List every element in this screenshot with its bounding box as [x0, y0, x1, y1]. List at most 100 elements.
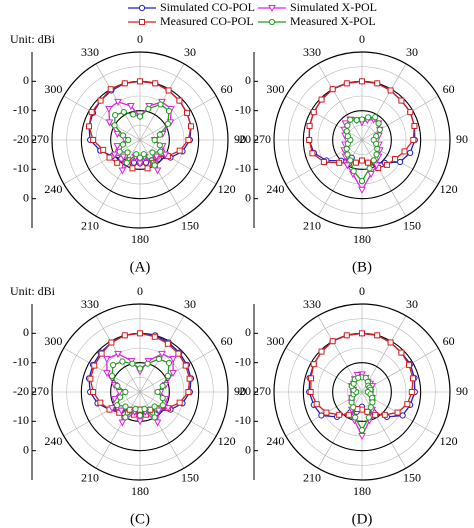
angle-label: 330 [303, 45, 321, 59]
data-point [108, 405, 116, 413]
data-point [129, 165, 136, 172]
data-point [153, 167, 162, 175]
data-point [164, 405, 172, 413]
radial-tick-label: -20 [235, 132, 251, 146]
data-point [176, 97, 183, 104]
angle-label: 90 [234, 384, 246, 398]
angle-grid-line [317, 139, 363, 217]
angle-label: 60 [221, 334, 233, 348]
data-point [100, 146, 107, 153]
data-point [110, 395, 119, 403]
angle-label: 150 [181, 218, 199, 232]
radial-tick-label: 0 [23, 442, 29, 456]
data-point [323, 409, 330, 416]
radial-tick-label: 0 [245, 325, 251, 339]
data-point [372, 114, 379, 121]
data-point [159, 382, 166, 390]
data-point [411, 122, 418, 129]
legend-label: Simulated X-POL [290, 0, 377, 14]
data-point [97, 97, 104, 104]
data-point [381, 411, 388, 418]
data-point [169, 369, 177, 377]
data-point [121, 332, 128, 339]
data-point [158, 350, 166, 358]
data-point [151, 162, 158, 169]
data-point [306, 137, 313, 143]
angle-label: 300 [266, 334, 284, 348]
data-point [136, 412, 144, 419]
data-point [359, 157, 365, 164]
angle-label: 30 [406, 45, 418, 59]
data-point [124, 149, 131, 156]
data-point [343, 145, 350, 152]
angle-label: 60 [443, 82, 455, 96]
data-point [373, 151, 380, 158]
angle-label: 270 [31, 384, 49, 398]
data-point [352, 159, 359, 166]
data-point [130, 159, 138, 166]
angle-label: 60 [221, 82, 233, 96]
angle-label: 120 [218, 182, 236, 196]
legend-label: Simulated CO-POL [160, 0, 255, 14]
data-point [144, 165, 151, 172]
data-point [343, 80, 350, 87]
data-point [367, 404, 374, 411]
radial-tick-label: -20 [13, 384, 29, 398]
legend-marker [138, 4, 146, 12]
data-point [397, 158, 404, 166]
angle-label: 60 [443, 334, 455, 348]
data-point [129, 360, 136, 367]
radial-tick-label: 0 [23, 325, 29, 339]
data-point [118, 167, 127, 175]
angle-label: 30 [184, 297, 196, 311]
data-point [155, 355, 163, 363]
data-point [133, 151, 140, 158]
angle-grid-line [139, 139, 217, 185]
data-point [370, 157, 377, 164]
data-point [90, 137, 97, 143]
data-point [401, 148, 408, 155]
data-point [359, 330, 365, 337]
angle-label: 180 [131, 232, 149, 246]
data-point [114, 382, 121, 390]
data-point [165, 359, 173, 367]
angle-grid-line [361, 391, 407, 469]
angle-label: 300 [44, 334, 62, 348]
data-point [358, 116, 366, 123]
angle-grid-line [95, 139, 141, 217]
angle-label: 90 [456, 384, 468, 398]
data-point [407, 109, 414, 116]
data-point [375, 120, 382, 127]
unit-label: Unit: dBi [10, 284, 56, 298]
angle-label: 150 [403, 218, 421, 232]
data-point [154, 407, 163, 415]
data-point [310, 109, 317, 116]
data-point [366, 165, 373, 172]
data-point [141, 405, 148, 413]
outer-circle [51, 51, 229, 229]
data-point [103, 369, 111, 377]
angle-label: 300 [44, 82, 62, 96]
data-point [410, 375, 417, 382]
angle-label: 30 [406, 297, 418, 311]
radial-tick-label: -10 [13, 354, 29, 368]
data-point [137, 78, 143, 85]
angle-label: 330 [303, 297, 321, 311]
data-point [107, 86, 114, 93]
data-point [119, 153, 128, 161]
radial-tick-label: 0 [245, 442, 251, 456]
data-point [392, 156, 399, 163]
data-point [114, 402, 121, 409]
grid-circle [332, 362, 392, 422]
data-point [111, 122, 118, 129]
data-point [119, 358, 126, 365]
data-point [151, 333, 158, 340]
angle-label: 120 [440, 434, 458, 448]
data-point [358, 186, 366, 194]
angle-label: 90 [234, 132, 246, 146]
angle-grid-line [139, 391, 185, 469]
data-point [350, 168, 357, 175]
angle-label: 240 [44, 434, 62, 448]
data-point [344, 151, 351, 158]
data-point [121, 80, 128, 87]
